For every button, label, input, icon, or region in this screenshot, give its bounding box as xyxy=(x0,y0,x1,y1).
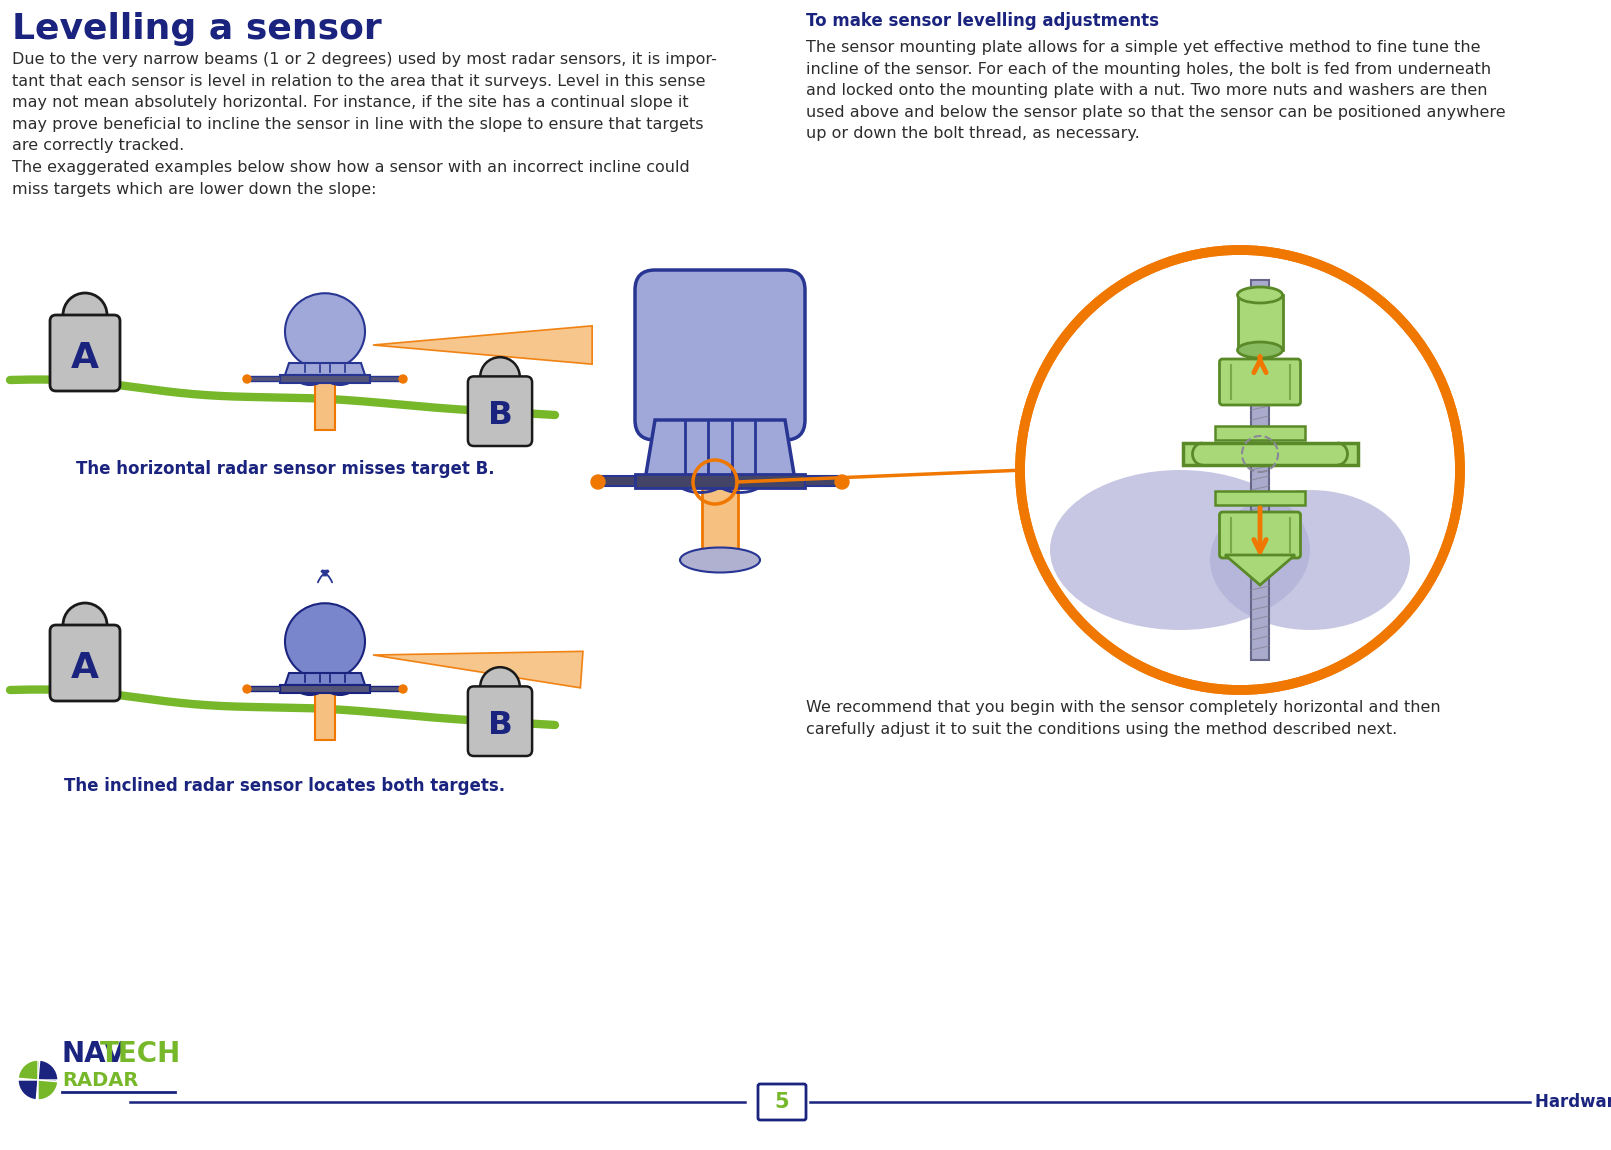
Circle shape xyxy=(243,375,251,383)
Text: A: A xyxy=(71,342,98,375)
Wedge shape xyxy=(39,1075,48,1084)
FancyBboxPatch shape xyxy=(635,270,806,440)
Bar xyxy=(1237,296,1282,350)
FancyBboxPatch shape xyxy=(50,315,119,391)
Bar xyxy=(250,687,280,691)
Circle shape xyxy=(1020,250,1460,690)
FancyBboxPatch shape xyxy=(50,624,119,702)
Circle shape xyxy=(63,603,106,647)
Text: Due to the very narrow beams (1 or 2 degrees) used by most radar sensors, it is : Due to the very narrow beams (1 or 2 deg… xyxy=(11,52,717,197)
FancyBboxPatch shape xyxy=(467,687,532,756)
Text: B: B xyxy=(488,711,512,742)
Text: We recommend that you begin with the sensor completely horizontal and then
caref: We recommend that you begin with the sen… xyxy=(806,700,1440,737)
Circle shape xyxy=(243,685,251,693)
Wedge shape xyxy=(21,1063,39,1080)
Polygon shape xyxy=(285,673,366,685)
Ellipse shape xyxy=(1050,470,1310,630)
Text: Hardware Installation Guide: Hardware Installation Guide xyxy=(1535,1092,1611,1111)
Bar xyxy=(316,692,335,739)
Wedge shape xyxy=(39,1060,58,1080)
Bar xyxy=(250,376,280,381)
Bar xyxy=(1182,443,1358,465)
Polygon shape xyxy=(1224,555,1295,585)
Bar xyxy=(635,474,806,488)
Text: TECH: TECH xyxy=(100,1040,182,1068)
Text: The horizontal radar sensor misses target B.: The horizontal radar sensor misses targe… xyxy=(76,460,495,478)
Text: RADAR: RADAR xyxy=(61,1071,139,1090)
Polygon shape xyxy=(644,420,794,480)
Wedge shape xyxy=(27,1070,39,1080)
Ellipse shape xyxy=(1237,342,1282,358)
FancyBboxPatch shape xyxy=(1220,512,1300,558)
Circle shape xyxy=(480,358,520,397)
Ellipse shape xyxy=(1237,288,1282,302)
Text: NAV: NAV xyxy=(61,1040,126,1068)
Wedge shape xyxy=(18,1060,39,1080)
Bar xyxy=(316,382,335,430)
Wedge shape xyxy=(34,1070,42,1080)
Circle shape xyxy=(480,667,520,707)
Wedge shape xyxy=(39,1080,58,1101)
Bar xyxy=(371,376,400,381)
Bar xyxy=(806,476,839,486)
Text: Levelling a sensor: Levelling a sensor xyxy=(11,12,382,46)
Bar xyxy=(1215,491,1305,505)
Wedge shape xyxy=(39,1073,56,1088)
Text: The inclined radar sensor locates both targets.: The inclined radar sensor locates both t… xyxy=(64,777,506,795)
FancyBboxPatch shape xyxy=(759,1084,806,1120)
FancyBboxPatch shape xyxy=(467,376,532,446)
Circle shape xyxy=(400,375,408,383)
Text: The sensor mounting plate allows for a simple yet effective method to fine tune : The sensor mounting plate allows for a s… xyxy=(806,40,1506,141)
Bar xyxy=(280,375,371,383)
Ellipse shape xyxy=(1210,490,1410,630)
Bar xyxy=(702,488,738,560)
Polygon shape xyxy=(285,363,366,375)
Bar xyxy=(280,685,371,693)
Text: B: B xyxy=(488,400,512,431)
Text: To make sensor levelling adjustments: To make sensor levelling adjustments xyxy=(806,12,1158,30)
Ellipse shape xyxy=(285,604,366,680)
Circle shape xyxy=(834,475,849,489)
Circle shape xyxy=(591,475,606,489)
Bar xyxy=(599,476,635,486)
Ellipse shape xyxy=(285,293,366,370)
Polygon shape xyxy=(374,651,583,688)
Bar xyxy=(371,687,400,691)
Wedge shape xyxy=(39,1063,55,1080)
Text: 5: 5 xyxy=(775,1092,789,1112)
Polygon shape xyxy=(374,325,593,365)
FancyBboxPatch shape xyxy=(1220,359,1300,405)
Wedge shape xyxy=(31,1061,45,1080)
Ellipse shape xyxy=(680,547,760,573)
Circle shape xyxy=(63,293,106,337)
Wedge shape xyxy=(39,1070,48,1080)
Bar xyxy=(1252,279,1269,660)
Bar xyxy=(1215,426,1305,440)
Wedge shape xyxy=(18,1080,39,1099)
Circle shape xyxy=(400,685,408,693)
Text: A: A xyxy=(71,651,98,685)
